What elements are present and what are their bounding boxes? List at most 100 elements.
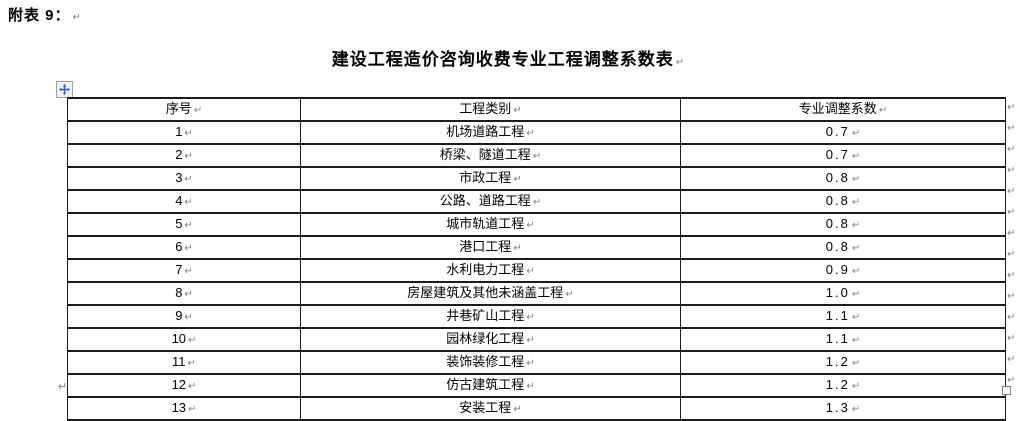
table-header-row: 序号 ↵ 工程类别 ↵ 专业调整系数 ↵ <box>67 97 1006 122</box>
coefficient-cell-text: 1.2 <box>825 354 850 369</box>
return-mark: ↵ <box>513 404 522 415</box>
coefficient-cell-text: 1.0 <box>825 285 850 300</box>
serial-cell-text: 10 <box>171 331 187 346</box>
return-mark: ↵ <box>851 404 861 415</box>
table-row: 3 ↵ 市政工程 ↵ 0.8 ↵ <box>67 166 1006 191</box>
category-cell-text: 水利电力工程 <box>446 262 525 277</box>
serial-cell-text: 7 <box>175 262 183 277</box>
end-of-row-mark: ↵ <box>1007 354 1016 365</box>
return-mark: ↵ <box>187 358 196 369</box>
adjustment-coefficient-table: 序号 ↵ 工程类别 ↵ 专业调整系数 ↵ 1 ↵ 机场道路工程 ↵ 0.7 ↵ 2 ↵ 桥梁、隧道工程 ↵ 0… <box>67 97 1006 421</box>
return-mark: ↵ <box>851 174 861 185</box>
coefficient-cell-text: 0.8 <box>825 170 850 185</box>
coefficient-cell: 1.2 ↵ <box>680 350 1006 375</box>
return-mark: ↵ <box>188 404 197 415</box>
category-cell-text: 市政工程 <box>459 170 512 185</box>
page-title: 建设工程造价咨询收费专业工程调整系数表 ↵ <box>0 45 1017 70</box>
coefficient-cell-text: 0.8 <box>825 239 850 254</box>
return-mark: ↵ <box>532 151 542 162</box>
serial-cell: 10 ↵ <box>67 327 301 352</box>
coefficient-cell: 0.7 ↵ <box>680 120 1006 145</box>
table-row: 11 ↵ 装饰装修工程 ↵ 1.2 ↵ <box>67 350 1006 375</box>
category-cell-text: 公路、道路工程 <box>439 193 531 208</box>
return-mark: ↵ <box>184 151 193 162</box>
return-mark: ↵ <box>526 220 535 231</box>
serial-cell: 13 ↵ <box>67 396 301 421</box>
table-row: 6 ↵ 港口工程 ↵ 0.8 ↵ <box>67 235 1006 260</box>
end-of-row-mark: ↵ <box>1007 144 1016 155</box>
category-cell-text: 安装工程 <box>459 400 512 415</box>
return-mark: ↵ <box>526 128 535 139</box>
return-mark: ↵ <box>513 174 522 185</box>
serial-cell: 7 ↵ <box>67 258 301 283</box>
end-of-row-mark: ↵ <box>1007 249 1016 260</box>
coefficient-cell: 1.0 ↵ <box>680 281 1006 306</box>
end-of-row-mark: ↵ <box>1007 291 1016 302</box>
coefficient-cell: 0.8 ↵ <box>680 212 1006 237</box>
coefficient-cell-text: 0.7 <box>825 147 850 162</box>
end-of-row-mark: ↵ <box>1007 102 1016 113</box>
coefficient-cell: 0.8 ↵ <box>680 189 1006 214</box>
return-mark: ↵ <box>184 197 193 208</box>
table-move-handle[interactable] <box>56 81 73 98</box>
serial-cell-text: 12 <box>171 377 187 392</box>
category-cell: 井巷矿山工程 ↵ <box>300 304 681 329</box>
return-mark: ↵ <box>851 381 861 392</box>
return-mark: ↵ <box>851 335 861 346</box>
serial-cell-text: 9 <box>175 308 183 323</box>
return-mark: ↵ <box>851 312 861 323</box>
return-mark: ↵ <box>184 312 193 323</box>
coefficient-cell: 0.9 ↵ <box>680 258 1006 283</box>
appendix-label-text: 附表 9： <box>8 7 71 24</box>
coefficient-cell-text: 1.1 <box>825 331 850 346</box>
category-cell: 园林绿化工程 ↵ <box>300 327 681 352</box>
return-mark: ↵ <box>851 358 861 369</box>
serial-cell: 8 ↵ <box>67 281 301 306</box>
return-mark: ↵ <box>188 335 197 346</box>
return-mark: ↵ <box>513 243 522 254</box>
move-cross-icon <box>59 84 70 95</box>
return-mark: ↵ <box>851 128 861 139</box>
column-header-text: 工程类别 <box>459 101 512 116</box>
return-mark: ↵ <box>851 243 861 254</box>
coefficient-cell-text: 0.9 <box>825 262 850 277</box>
end-of-row-mark: ↵ <box>1007 165 1016 176</box>
coefficient-cell: 1.3 ↵ <box>680 396 1006 421</box>
serial-cell-text: 5 <box>175 216 183 231</box>
return-mark: ↵ <box>72 12 82 23</box>
end-of-row-mark: ↵ <box>1007 228 1016 239</box>
category-cell-text: 园林绿化工程 <box>446 331 525 346</box>
category-cell: 装饰装修工程 ↵ <box>300 350 681 375</box>
table-resize-handle[interactable] <box>1002 386 1011 395</box>
return-mark: ↵ <box>526 381 535 392</box>
coefficient-cell-text: 1.1 <box>825 308 850 323</box>
table-row: 12 ↵ 仿古建筑工程 ↵ 1.2 ↵ <box>67 373 1006 398</box>
serial-cell-text: 8 <box>175 285 183 300</box>
return-mark: ↵ <box>851 151 861 162</box>
column-header: 专业调整系数 ↵ <box>680 97 1006 122</box>
table-row: 5 ↵ 城市轨道工程 ↵ 0.8 ↵ <box>67 212 1006 237</box>
column-header: 序号 ↵ <box>67 97 301 122</box>
return-mark: ↵ <box>184 289 193 300</box>
table-row: 10 ↵ 园林绿化工程 ↵ 1.1 ↵ <box>67 327 1006 352</box>
end-of-row-mark: ↵ <box>1007 333 1016 344</box>
coefficient-cell: 1.1 ↵ <box>680 304 1006 329</box>
column-header: 工程类别 ↵ <box>300 97 681 122</box>
category-cell: 桥梁、隧道工程 ↵ <box>300 143 681 168</box>
category-cell: 机场道路工程 ↵ <box>300 120 681 145</box>
return-mark: ↵ <box>184 128 193 139</box>
serial-cell: 5 ↵ <box>67 212 301 237</box>
return-mark: ↵ <box>184 266 193 277</box>
category-cell: 仿古建筑工程 ↵ <box>300 373 681 398</box>
serial-cell-text: 3 <box>175 170 183 185</box>
serial-cell: 3 ↵ <box>67 166 301 191</box>
category-cell: 安装工程 ↵ <box>300 396 681 421</box>
column-header-text: 序号 <box>165 101 192 116</box>
coefficient-cell: 1.1 ↵ <box>680 327 1006 352</box>
return-mark: ↵ <box>526 312 535 323</box>
coefficient-cell-text: 0.8 <box>825 216 850 231</box>
return-mark: ↵ <box>184 243 193 254</box>
end-of-row-mark: ↵ <box>1007 375 1016 386</box>
category-cell: 城市轨道工程 ↵ <box>300 212 681 237</box>
end-of-row-mark: ↵ <box>1007 270 1016 281</box>
